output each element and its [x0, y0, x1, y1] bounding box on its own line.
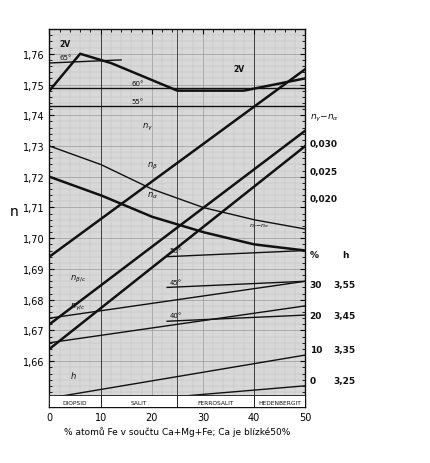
Text: h: h — [342, 250, 348, 259]
Text: 0,020: 0,020 — [310, 195, 338, 204]
Text: váh%FeO: váh%FeO — [65, 396, 95, 401]
Text: $n_\gamma$: $n_\gamma$ — [141, 122, 153, 133]
Text: SALIT: SALIT — [131, 400, 147, 405]
Text: 3,45: 3,45 — [333, 312, 356, 320]
Text: 40°: 40° — [170, 312, 182, 318]
Text: $n_\beta$: $n_\beta$ — [147, 160, 157, 171]
Text: FERROSALIT: FERROSALIT — [197, 400, 234, 405]
Text: 60°: 60° — [131, 80, 144, 86]
Bar — [49, 395, 101, 407]
Text: 30: 30 — [310, 281, 322, 290]
Text: 45°: 45° — [170, 280, 182, 286]
Text: 2V: 2V — [60, 40, 71, 49]
Text: $h$: $h$ — [70, 369, 77, 380]
Text: 50°: 50° — [170, 248, 182, 254]
Text: 3,25: 3,25 — [333, 376, 355, 385]
Text: $n_\gamma$$-$$n_\alpha$: $n_\gamma$$-$$n_\alpha$ — [249, 223, 270, 232]
Text: 65°: 65° — [60, 55, 72, 61]
Text: 0,030: 0,030 — [310, 140, 338, 149]
Text: $n_{\gamma/c}$: $n_{\gamma/c}$ — [70, 301, 86, 312]
Text: $n_\alpha$: $n_\alpha$ — [147, 190, 158, 200]
X-axis label: % atomů Fe v součtu Ca+Mg+Fe; Ca je blízké50%: % atomů Fe v součtu Ca+Mg+Fe; Ca je blíz… — [64, 426, 291, 436]
Text: 2V: 2V — [233, 64, 245, 74]
Text: 55°: 55° — [131, 99, 144, 105]
Text: HEDENBERGIT: HEDENBERGIT — [258, 400, 301, 405]
Text: 0,025: 0,025 — [310, 167, 338, 176]
Text: 20: 20 — [310, 312, 322, 320]
Bar — [254, 395, 305, 407]
Text: 0: 0 — [310, 376, 316, 385]
Text: DIOPSID: DIOPSID — [63, 400, 87, 405]
Bar — [101, 395, 177, 407]
Text: 10: 10 — [310, 345, 322, 354]
Y-axis label: n: n — [10, 205, 19, 219]
Text: 3,55: 3,55 — [333, 281, 355, 290]
Text: 3,35: 3,35 — [333, 345, 355, 354]
Text: $n_\gamma$$-$$n_\alpha$: $n_\gamma$$-$$n_\alpha$ — [310, 113, 339, 124]
Text: %: % — [310, 250, 319, 259]
Text: $n_{\beta/c}$: $n_{\beta/c}$ — [70, 274, 86, 285]
Bar — [178, 395, 254, 407]
